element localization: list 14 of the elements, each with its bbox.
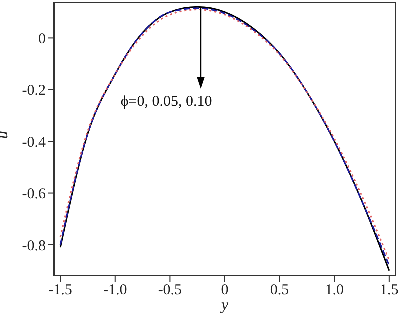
x-tick-label: 0: [221, 282, 229, 299]
x-tick-label: -1.0: [104, 282, 128, 299]
annotation: ϕ=0, 0.05, 0.10: [120, 94, 212, 112]
y-axis-title: u: [0, 131, 12, 139]
x-tick-label: 0.5: [270, 282, 290, 299]
y-tick-label: -0.6: [22, 186, 46, 203]
x-tick-label: 1.0: [325, 282, 344, 299]
y-tick-label: -0.2: [22, 83, 46, 100]
x-tick-label: -0.5: [158, 282, 182, 299]
x-tick-label: 1.5: [380, 282, 399, 299]
x-tick-label: -1.5: [48, 282, 72, 299]
y-tick-label: -0.8: [22, 238, 46, 254]
y-tick-label: 0: [38, 32, 46, 48]
y-tick-label: -0.4: [22, 134, 46, 151]
